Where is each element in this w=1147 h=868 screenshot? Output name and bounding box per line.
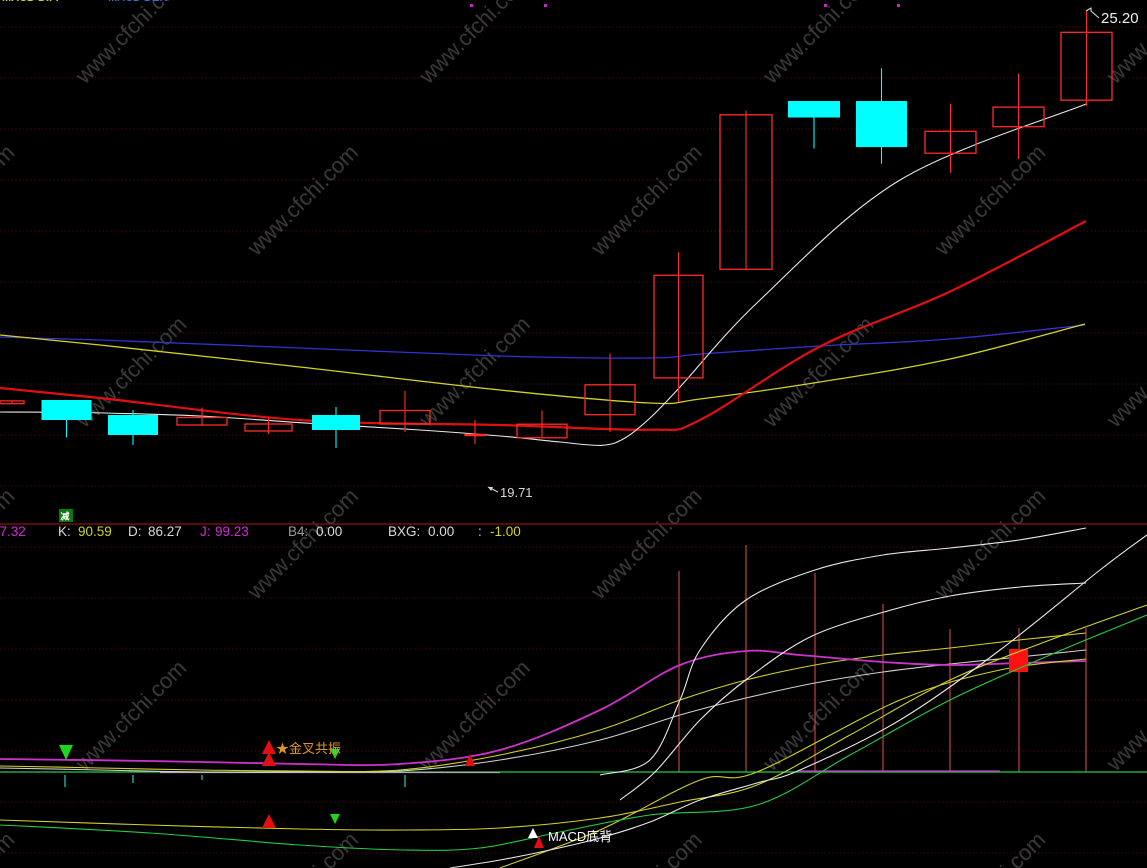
svg-text:0.00: 0.00 (428, 524, 454, 539)
svg-text:MACD DIFF: MACD DIFF (2, 0, 63, 4)
svg-text:99.23: 99.23 (215, 524, 249, 539)
svg-text:B4:: B4: (288, 524, 308, 539)
svg-text:MACD底背: MACD底背 (548, 829, 612, 844)
svg-text:-1.00: -1.00 (490, 524, 521, 539)
svg-text:0.00: 0.00 (316, 524, 342, 539)
svg-text:86.27: 86.27 (148, 524, 182, 539)
svg-text::: : (478, 524, 482, 539)
svg-text:25.20: 25.20 (1101, 10, 1139, 27)
svg-text:19.71: 19.71 (500, 485, 533, 500)
svg-text:37.32: 37.32 (0, 524, 26, 539)
svg-text:★金叉共振: ★金叉共振 (276, 741, 341, 756)
svg-text:MACD DEA: MACD DEA (108, 0, 167, 4)
svg-text:J:: J: (200, 524, 211, 539)
svg-text:BXG:: BXG: (388, 524, 420, 539)
svg-text:减: 减 (61, 511, 70, 522)
svg-text:K:: K: (58, 524, 71, 539)
svg-text:D:: D: (128, 524, 142, 539)
svg-text:90.59: 90.59 (78, 524, 112, 539)
